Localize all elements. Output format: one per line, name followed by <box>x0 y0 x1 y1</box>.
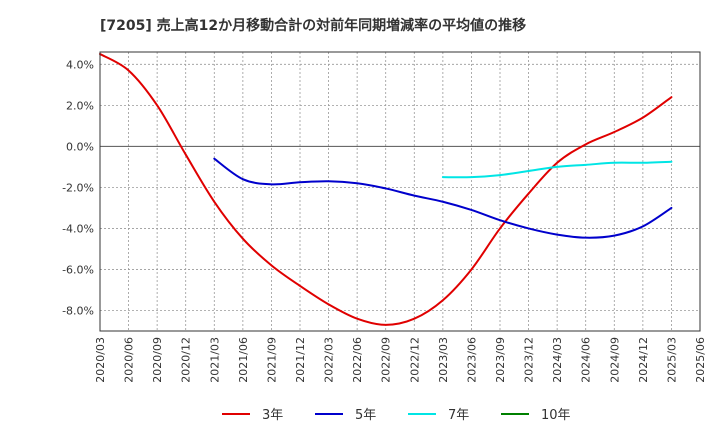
legend: 3年 5年 7年 10年 <box>222 408 571 423</box>
grid-layer <box>99 52 701 331</box>
y-tick-label: 0.0% <box>66 140 94 153</box>
chart-title: [7205] 売上高12か月移動合計の対前年同期増減率の平均値の推移 <box>100 18 527 34</box>
x-tick-label: 2023/09 <box>494 337 507 383</box>
x-tick-label: 2023/12 <box>523 337 536 383</box>
axis-layer: 4.0% 2.0% 0.0% -2.0% -4.0% -6.0% -8.0% 2020/03 2… <box>62 51 707 383</box>
x-tick-label: 2023/06 <box>465 337 478 383</box>
legend-label: 7年 <box>448 408 469 423</box>
y-tick-label: 2.0% <box>66 99 94 112</box>
x-tick-label: 2020/12 <box>180 337 193 383</box>
legend-label: 10年 <box>541 408 571 423</box>
series-layer <box>99 53 673 326</box>
x-tick-label: 2021/03 <box>208 337 221 383</box>
x-tick-label: 2023/03 <box>437 337 450 383</box>
legend-label: 3年 <box>262 408 283 423</box>
y-tick-label: -8.0% <box>62 304 94 317</box>
x-tick-label: 2021/09 <box>265 337 278 383</box>
x-tick-label: 2020/03 <box>94 337 107 383</box>
y-tick-label: -6.0% <box>62 263 94 276</box>
x-tick-label: 2021/12 <box>294 337 307 383</box>
x-tick-label: 2022/12 <box>408 337 421 383</box>
x-tick-label: 2025/03 <box>665 337 678 383</box>
y-tick-label: -4.0% <box>62 222 94 235</box>
x-tick-label: 2024/03 <box>551 337 564 383</box>
x-tick-label: 2021/06 <box>237 337 250 383</box>
legend-label: 5年 <box>355 408 376 423</box>
x-tick-label: 2024/06 <box>580 337 593 383</box>
series-line-7年 <box>441 160 673 179</box>
y-tick-label: 4.0% <box>66 58 94 71</box>
x-tick-label: 2020/06 <box>123 337 136 383</box>
plot-frame <box>99 51 701 332</box>
series-line-3年 <box>99 53 673 326</box>
x-tick-label: 2020/09 <box>151 337 164 383</box>
x-tick-label: 2025/06 <box>694 337 707 383</box>
x-tick-label: 2022/09 <box>380 337 393 383</box>
x-tick-label: 2022/06 <box>351 337 364 383</box>
x-tick-label: 2022/03 <box>323 337 336 383</box>
y-tick-label: -2.0% <box>62 181 94 194</box>
series-line-5年 <box>213 157 673 239</box>
x-tick-label: 2024/09 <box>608 337 621 383</box>
x-tick-label: 2024/12 <box>637 337 650 383</box>
